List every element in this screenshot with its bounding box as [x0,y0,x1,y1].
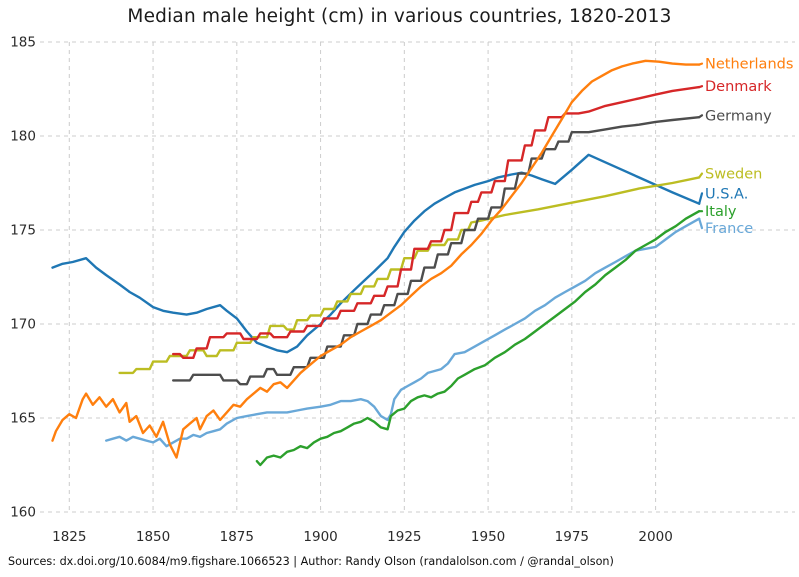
legend-leader-france [698,217,704,230]
x-tick-label-1875: 1875 [220,529,254,545]
series-line-usa [51,153,701,354]
legend-leader-germany [698,114,704,119]
x-tick-label-1925: 1925 [387,529,421,545]
source-credit: Sources: dx.doi.org/10.6084/m9.figshare.… [8,555,614,568]
x-tick-label-1900: 1900 [303,529,337,545]
y-tick-label-165: 165 [10,411,36,427]
x-tick-label-1950: 1950 [471,529,505,545]
legend-label-france: France [705,221,753,237]
legend-label-denmark: Denmark [705,79,772,95]
y-tick-label-185: 185 [10,35,36,51]
legend-label-usa: U.S.A. [705,186,748,202]
x-tick-label-1825: 1825 [52,529,86,545]
series-line-france [105,217,701,448]
legend-label-italy: Italy [705,204,737,220]
y-tick-label-170: 170 [10,317,36,333]
legend-label-sweden: Sweden [705,167,762,183]
y-tick-label-175: 175 [10,223,36,239]
y-tick-label-180: 180 [10,129,36,145]
y-tick-label-160: 160 [10,505,36,521]
chart-title: Median male height (cm) in various count… [127,6,672,27]
series-line-germany [172,116,701,386]
series-line-denmark [172,85,701,359]
legend-leader-netherlands [698,62,704,66]
x-tick-label-2000: 2000 [638,529,672,545]
legend-label-germany: Germany [705,108,772,124]
legend-leader-denmark [698,85,704,89]
series-line-netherlands [51,59,701,459]
series-line-italy [255,210,701,467]
x-tick-label-1975: 1975 [555,529,589,545]
series-line-sweden [118,176,701,375]
legend-leader-sweden [698,172,704,179]
x-tick-label-1850: 1850 [136,529,170,545]
legend-label-netherlands: Netherlands [705,57,793,73]
legend-leader-usa [698,192,704,205]
